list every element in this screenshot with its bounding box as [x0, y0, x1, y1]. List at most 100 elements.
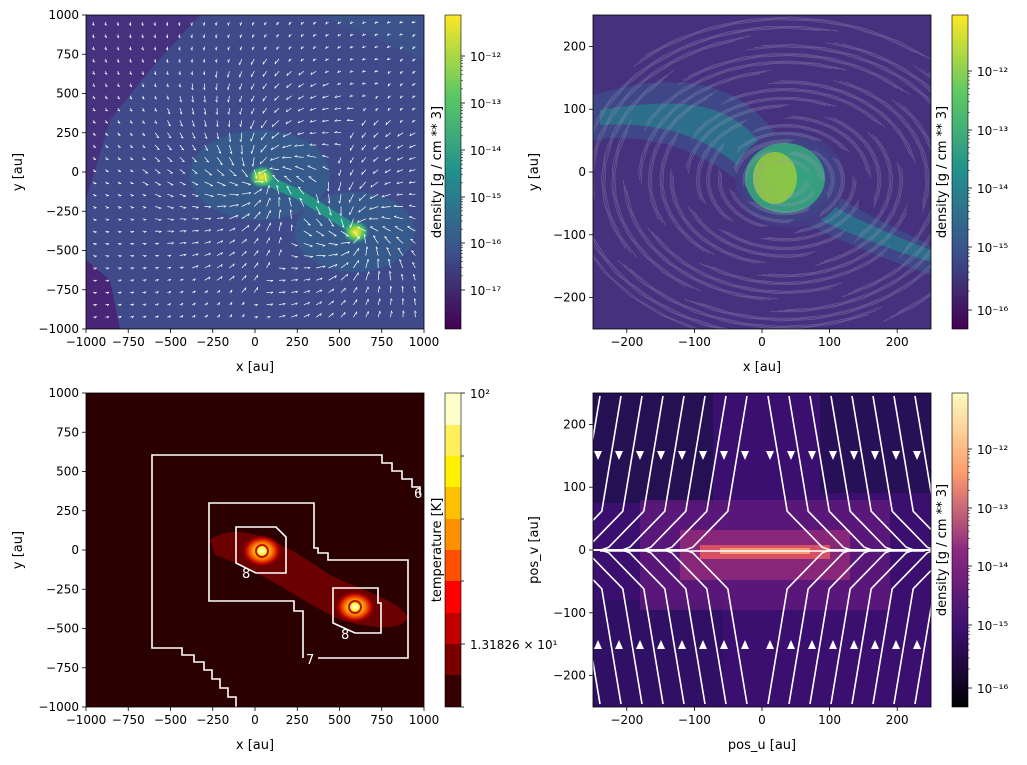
y-tick-label: 0	[71, 543, 79, 557]
x-tick-label: 200	[886, 335, 909, 349]
colorbar-tick-label: 10⁻¹⁴	[977, 182, 1008, 196]
x-tick-label: 750	[370, 713, 393, 727]
colorbar-tick-top: 10²	[470, 387, 490, 401]
colorbar	[952, 393, 968, 707]
temperature-peak-2	[335, 591, 375, 623]
temperature-peak-1	[242, 535, 282, 567]
colorbar-tick-label: 10⁻¹⁶	[977, 304, 1008, 318]
colorbar-tick-label: 10⁻¹⁵	[977, 619, 1008, 633]
y-axis-label: pos_v [au]	[527, 516, 542, 584]
x-tick-label: −200	[610, 713, 643, 727]
colorbar-tick-label: 10⁻¹⁵	[977, 241, 1008, 255]
x-tick-label: −750	[112, 713, 145, 727]
x-tick-label: 0	[758, 713, 766, 727]
y-tick-label: −1000	[38, 700, 79, 714]
x-tick-label: 1000	[409, 713, 440, 727]
density-map	[86, 15, 424, 329]
x-axis-label: x [au]	[236, 360, 274, 375]
colorbar-ticks: 10⁻¹² 10⁻¹³ 10⁻¹⁴ 10⁻¹⁵ 10⁻¹⁶	[968, 443, 1008, 696]
colorbar-label: temperature [K]	[430, 498, 445, 603]
x-tick-label: 0	[758, 335, 766, 349]
y-tick-label: −500	[46, 244, 79, 258]
colorbar-tick-label: 10⁻¹³	[470, 97, 501, 111]
x-axis-label: x [au]	[236, 738, 274, 753]
x-tick-label: 0	[251, 713, 259, 727]
colorbar	[445, 15, 461, 329]
y-tick-label: 1000	[48, 8, 79, 22]
colorbar-tick-label: 10⁻¹⁶	[977, 682, 1008, 696]
x-axis-label: x [au]	[743, 360, 781, 375]
colorbar	[445, 393, 461, 707]
x-tick-label: −100	[678, 713, 711, 727]
y-tick-label: 500	[56, 465, 79, 479]
y-tick-label: −750	[46, 661, 79, 675]
x-tick-label: −250	[196, 335, 229, 349]
colorbar-tick-label: 10⁻¹⁴	[977, 560, 1008, 574]
x-tick-label: 100	[818, 713, 841, 727]
y-tick-label: −250	[46, 204, 79, 218]
colorbar-label: density [g / cm ** 3]	[935, 106, 950, 238]
y-tick-label: 750	[56, 47, 79, 61]
y-tick-label: −200	[553, 291, 586, 305]
colorbar-tick-label: 10⁻¹²	[977, 443, 1008, 457]
y-tick-label: −1000	[38, 322, 79, 336]
x-tick-label: 1000	[409, 335, 440, 349]
x-tick-label: −100	[678, 335, 711, 349]
y-tick-label: 750	[56, 425, 79, 439]
colorbar-label: density [g / cm ** 3]	[935, 484, 950, 616]
x-tick-label: −500	[154, 713, 187, 727]
y-tick-label: −250	[46, 582, 79, 596]
x-tick-label: −750	[112, 335, 145, 349]
colorbar-tick-label: 10⁻¹³	[977, 502, 1008, 516]
y-tick-label: −200	[553, 669, 586, 683]
colorbar	[952, 15, 968, 329]
panel-density-quiver: −1000 −750 −500 −250 0 250 500 750 1000 1000 750 50…	[11, 8, 501, 375]
y-tick-label: 100	[563, 102, 586, 116]
y-tick-label: 250	[56, 504, 79, 518]
contour-label-6: 6	[414, 487, 422, 502]
colorbar-tick-label: 10⁻¹²	[470, 50, 501, 64]
x-tick-label: 250	[286, 335, 309, 349]
contour-label-8-b: 8	[341, 628, 349, 643]
y-tick-label: 1000	[48, 386, 79, 400]
x-tick-label: −200	[610, 335, 643, 349]
colorbar-tick-label: 10⁻¹⁴	[470, 144, 501, 158]
x-tick-label: 500	[328, 713, 351, 727]
x-tick-label: 200	[886, 713, 909, 727]
y-tick-label: −100	[553, 228, 586, 242]
x-axis-label: pos_u [au]	[728, 738, 796, 753]
y-tick-label: 200	[563, 39, 586, 53]
colorbar-ticks: 10⁻¹² 10⁻¹³ 10⁻¹⁴ 10⁻¹⁵ 10⁻¹⁶	[968, 65, 1008, 318]
temperature-map	[86, 393, 424, 707]
x-tick-label: −250	[196, 713, 229, 727]
x-tick-label: −1000	[66, 335, 107, 349]
y-axis-label: y [au]	[11, 531, 26, 569]
y-axis-label: y [au]	[527, 153, 542, 191]
colorbar-tick-mid: 1.31826 × 10¹	[470, 638, 558, 652]
y-tick-label: 500	[56, 87, 79, 101]
x-tick-label: −500	[154, 335, 187, 349]
y-tick-label: −100	[553, 606, 586, 620]
colorbar-tick-label: 10⁻¹²	[977, 65, 1008, 79]
y-tick-label: 0	[578, 543, 586, 557]
colorbar-ticks	[461, 393, 465, 707]
contour-label-8-a: 8	[242, 567, 250, 582]
y-axis-label: y [au]	[11, 153, 26, 191]
y-tick-label: 100	[563, 480, 586, 494]
x-tick-label: 500	[328, 335, 351, 349]
y-tick-label: 0	[71, 165, 79, 179]
y-tick-label: −500	[46, 622, 79, 636]
density-map	[588, 393, 934, 707]
y-tick-label: −750	[46, 283, 79, 297]
colorbar-tick-label: 10⁻¹³	[977, 124, 1008, 138]
x-tick-label: 0	[251, 335, 259, 349]
x-tick-label: −1000	[66, 713, 107, 727]
colorbar-label: density [g / cm ** 3]	[430, 106, 445, 238]
x-tick-label: 750	[370, 335, 393, 349]
x-tick-label: 100	[818, 335, 841, 349]
